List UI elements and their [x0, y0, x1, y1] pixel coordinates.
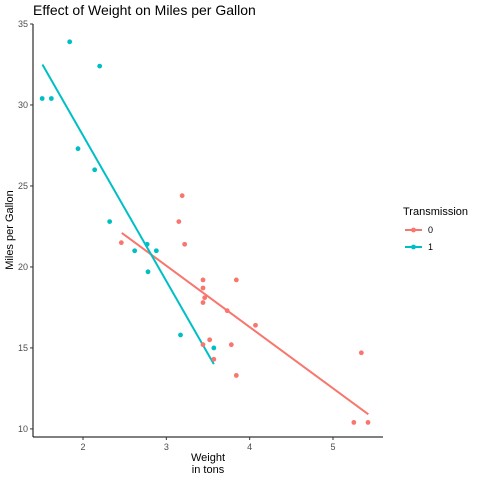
series-1-point	[144, 241, 150, 247]
x-axis-label-line2: in tons	[192, 464, 225, 476]
series-1-point	[92, 167, 98, 173]
series-0-point	[182, 241, 188, 247]
series-0-point	[211, 356, 217, 362]
series-0-point	[200, 277, 206, 283]
legend-title: Transmission	[403, 206, 468, 218]
y-tick-label: 25	[18, 181, 28, 191]
series-1-point	[48, 96, 54, 101]
legend: Transmission 01	[403, 206, 468, 252]
legend-label-0: 0	[428, 225, 433, 235]
plot-area: 2 3 4 5 10 15 20 25 30 35	[18, 19, 383, 452]
x-tick-label: 2	[80, 442, 85, 452]
series-0-point	[233, 373, 239, 378]
series-0-point	[253, 322, 258, 328]
series-0-point	[179, 193, 185, 199]
series-1-point	[75, 146, 81, 152]
y-tick-label: 20	[18, 262, 28, 272]
y-tick-label: 35	[18, 19, 28, 29]
series-0-point	[358, 350, 364, 356]
y-tick-label: 15	[18, 343, 28, 353]
series-0-point	[118, 240, 124, 246]
series-1-point	[67, 39, 73, 45]
series-0-point	[365, 420, 371, 425]
series-1-point	[145, 269, 151, 275]
series-0-fit-line	[121, 232, 369, 416]
series-1-point	[178, 332, 183, 338]
series-1-point	[97, 63, 103, 69]
x-tick-label: 3	[164, 442, 169, 452]
series-0-point	[200, 285, 206, 291]
x-tick-label: 4	[247, 442, 252, 452]
series-0-point	[351, 420, 357, 425]
series-0-point	[224, 308, 230, 314]
series-0-point	[228, 342, 234, 348]
y-tick-label: 30	[18, 100, 28, 110]
data-points	[39, 39, 371, 425]
series-0-point	[207, 337, 213, 343]
series-1-point	[211, 345, 217, 351]
y-axis-ticks: 10 15 20 25 30 35	[18, 19, 33, 434]
x-axis-ticks: 2 3 4 5	[80, 437, 336, 452]
legend-key-point-1	[411, 244, 416, 250]
series-0-point	[200, 300, 206, 305]
chart-title: Effect of Weight on Miles per Gallon	[33, 2, 256, 18]
x-axis-label-line1: Weight	[191, 452, 225, 464]
series-0-point	[200, 342, 206, 348]
x-tick-label: 5	[330, 442, 335, 452]
series-1-fit-line	[41, 63, 215, 365]
series-1-point	[153, 248, 159, 254]
y-axis-label: Miles per Gallon	[4, 190, 16, 269]
regression-lines	[41, 63, 369, 416]
legend-items: 01	[405, 225, 433, 252]
series-0-point	[233, 277, 239, 283]
series-0-point	[202, 295, 208, 301]
legend-label-1: 1	[428, 242, 433, 252]
legend-key-point-0	[411, 227, 416, 233]
series-0-point	[176, 219, 182, 224]
series-1-point	[39, 96, 45, 101]
y-tick-label: 10	[18, 424, 28, 434]
series-1-point	[107, 219, 113, 224]
series-1-point	[132, 248, 138, 254]
